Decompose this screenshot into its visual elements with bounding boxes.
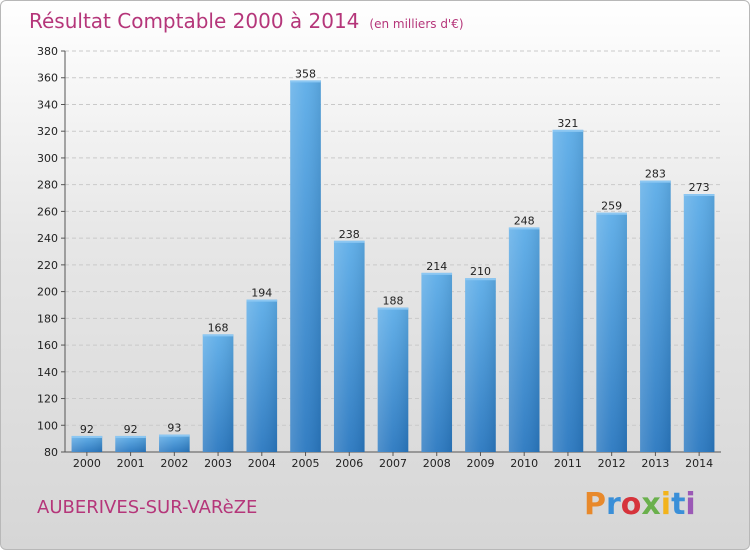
value-label: 92 — [80, 423, 94, 436]
value-label: 93 — [167, 422, 181, 435]
y-tick-label: 220 — [37, 259, 58, 272]
value-label: 214 — [426, 260, 447, 273]
axis-layer: 80 100 120 140 160 180 200 220 240 260 280 300 320 34… — [37, 45, 721, 470]
logo-letter: P — [584, 487, 606, 522]
y-tick-label: 320 — [37, 125, 58, 138]
x-tick-label: 2009 — [466, 457, 494, 470]
bar-shine — [115, 435, 146, 452]
bar-shine — [290, 80, 321, 452]
value-label: 358 — [295, 67, 316, 80]
bar-top-highlight — [71, 435, 103, 438]
bar-top-highlight — [508, 227, 540, 230]
y-tick-label: 160 — [37, 339, 58, 352]
y-tick-label: 240 — [37, 232, 58, 245]
bar-shine — [159, 434, 190, 452]
x-tick-label: 2005 — [292, 457, 320, 470]
value-label: 273 — [689, 181, 710, 194]
bar-shine — [333, 240, 365, 452]
label-layer: 92 92 93 168 194 358 238 188 214 210 248 321 259 283 2… — [80, 67, 710, 436]
y-tick-label: 140 — [37, 366, 58, 379]
x-tick-label: 2014 — [685, 457, 713, 470]
bar-shine — [596, 212, 627, 452]
x-tick-label: 2002 — [160, 457, 188, 470]
bar-top-highlight — [421, 272, 453, 275]
value-label: 210 — [470, 265, 491, 278]
bar-shine — [377, 307, 409, 452]
bar-shine — [683, 194, 715, 453]
bar-top-highlight — [465, 278, 496, 281]
y-tick-label: 360 — [37, 72, 58, 85]
proxiti-logo: Proxiti — [584, 487, 696, 522]
bar-shine — [421, 272, 453, 452]
chart-title-text: Résultat Comptable 2000 à 2014 — [29, 9, 360, 33]
value-label: 238 — [339, 228, 360, 241]
y-tick-label: 300 — [37, 152, 58, 165]
y-tick-label: 120 — [37, 393, 58, 406]
bar-shine — [246, 299, 278, 452]
bar-top-highlight — [683, 194, 715, 197]
value-label: 283 — [645, 168, 666, 181]
y-tick-label: 180 — [37, 312, 58, 325]
bar-top-highlight — [552, 129, 584, 132]
bar-top-highlight — [202, 334, 234, 337]
bar-top-highlight — [377, 307, 409, 310]
bar-top-highlight — [596, 212, 627, 215]
logo-letter: i — [685, 487, 696, 522]
x-tick-label: 2010 — [510, 457, 538, 470]
y-tick-label: 260 — [37, 205, 58, 218]
x-tick-label: 2006 — [335, 457, 363, 470]
logo-letter: t — [671, 487, 686, 522]
value-label: 168 — [208, 321, 229, 334]
bar-top-highlight — [115, 435, 146, 438]
y-tick-label: 80 — [44, 446, 58, 459]
logo-letter: i — [660, 487, 672, 522]
x-tick-label: 2011 — [554, 457, 582, 470]
value-label: 194 — [251, 287, 272, 300]
x-tick-label: 2000 — [73, 457, 101, 470]
logo-letter: r — [606, 487, 621, 522]
bar-shine — [71, 435, 103, 452]
bar-top-highlight — [159, 434, 190, 437]
x-tick-label: 2004 — [248, 457, 276, 470]
bar-shine — [465, 278, 496, 452]
chart-subtitle: (en milliers d'€) — [369, 17, 464, 31]
logo-letter: x — [641, 487, 661, 522]
y-tick-label: 100 — [37, 419, 58, 432]
chart-title: Résultat Comptable 2000 à 2014 (en millie… — [29, 9, 464, 33]
commune-name: AUBERIVES-SUR-VARèZE — [37, 497, 258, 518]
value-label: 248 — [514, 214, 535, 227]
bar-shine — [202, 334, 234, 452]
bar-top-highlight — [333, 240, 365, 243]
bar-shine — [640, 180, 671, 452]
x-tick-label: 2012 — [598, 457, 626, 470]
bar-top-highlight — [290, 80, 321, 83]
y-tick-label: 340 — [37, 98, 58, 111]
x-tick-label: 2001 — [117, 457, 145, 470]
y-tick-label: 280 — [37, 179, 58, 192]
bar-shine — [508, 227, 540, 452]
value-label: 321 — [557, 117, 578, 130]
x-tick-label: 2003 — [204, 457, 232, 470]
value-label: 259 — [601, 200, 622, 213]
value-label: 188 — [383, 295, 404, 308]
y-tick-label: 200 — [37, 286, 58, 299]
x-tick-label: 2008 — [423, 457, 451, 470]
bar-top-highlight — [246, 299, 278, 302]
bar-layer — [71, 80, 715, 453]
logo-letter: o — [620, 487, 642, 522]
x-tick-label: 2007 — [379, 457, 407, 470]
y-tick-label: 380 — [37, 45, 58, 58]
value-label: 92 — [124, 423, 138, 436]
x-tick-label: 2013 — [641, 457, 669, 470]
bar-top-highlight — [640, 180, 671, 183]
bar-shine — [552, 129, 584, 452]
